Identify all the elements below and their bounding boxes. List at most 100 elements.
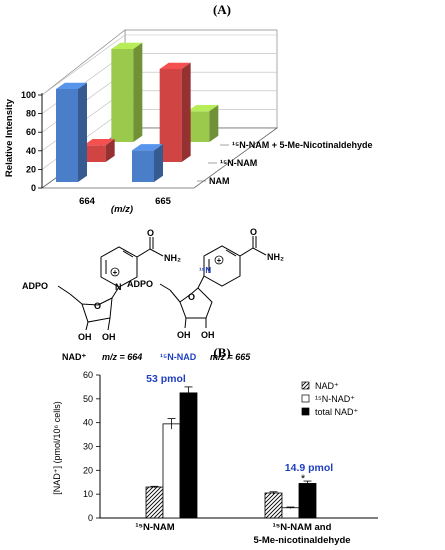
chart-a-bar (159, 62, 191, 163)
struct-right-name: ¹⁵N-NAD (160, 352, 197, 362)
struct-right-plus: + (217, 256, 222, 265)
chart-a-series-label: NAM (209, 176, 230, 186)
chart-b-xlabel-1: ¹⁵N-NAM (135, 522, 174, 533)
legend-swatch-15n-nad (301, 394, 310, 403)
chart-a-bar-front (83, 145, 106, 162)
struct-right-oh1: OH (177, 330, 191, 340)
chart-a-ytick-label: 100 (21, 90, 36, 100)
struct-left-nh2: NH₂ (164, 253, 181, 263)
struct-right-o: O (250, 227, 257, 237)
chart-a-ylabel: Relative Intensity (4, 98, 15, 177)
chart-b-ytick-label: 50 (83, 394, 93, 404)
chart-b-xlabel-2b: 5-Me-nicotinaldehyde (253, 535, 350, 546)
chart-b-ytick-label: 20 (83, 465, 93, 475)
chart-b-bar (179, 392, 198, 519)
chart-b: 0 10 20 30 40 50 60 [NAD⁺] (pmol/10⁶ cells) 53… (52, 370, 378, 546)
chart-a-bar (111, 42, 143, 143)
chart-b-y-ticks: 0 10 20 30 40 50 60 (83, 370, 100, 523)
struct-left-name: NAD⁺ (62, 352, 86, 362)
pyridinium-ring (100, 246, 138, 288)
struct-right-adpo: ADPO (127, 279, 153, 289)
ribose-ring (81, 297, 113, 323)
chart-a-ytick-label: 80 (26, 109, 36, 119)
chart-b-bar (298, 483, 317, 519)
chart-b-bars (145, 392, 317, 519)
chart-a-bar (56, 82, 87, 182)
chart-a-bar-side (181, 62, 191, 163)
legend-label-15n-nad: ¹⁵N-NAD⁺ (315, 394, 355, 404)
struct-left-adpo: ADPO (22, 281, 48, 291)
chart-b-annotation-2: 14.9 pmol (285, 462, 334, 474)
chart-a-ytick-label: 60 (26, 127, 36, 137)
struct-left-ring-o: O (94, 301, 101, 311)
panel-b-label: (B) (213, 345, 230, 360)
positive-charge-icon-15n (214, 255, 224, 265)
chart-a-bar-top (111, 42, 143, 49)
struct-left-plus: + (113, 268, 118, 277)
struct-right-oh2: OH (201, 330, 215, 340)
chart-a-bars (56, 42, 219, 182)
chart-a-bar-top (56, 82, 87, 89)
struct-right-mz: m/z = 665 (210, 352, 251, 362)
ribose-ring-15n (179, 287, 213, 319)
chart-a-bar-front (111, 49, 134, 142)
struct-right-n15: ¹⁵N (199, 266, 211, 275)
chart-a-depth-labels: NAM ¹⁵N-NAM ¹⁵N-NAM + 5-Me-Nicotinaldehyde (197, 140, 373, 186)
chart-a-ytick-label: 40 (26, 146, 36, 156)
chart-b-error-bars (150, 386, 312, 509)
chart-b-bar (162, 423, 181, 519)
struct-left-o: O (147, 228, 154, 238)
legend-swatch-nad (301, 381, 310, 390)
struct-left-oh1: OH (78, 332, 92, 342)
positive-charge-icon (110, 267, 120, 277)
chart-a-bar-side (105, 138, 115, 162)
chart-a-bar (187, 105, 219, 142)
chart-a-series-label: ¹⁵N-NAM + 5-Me-Nicotinaldehyde (232, 140, 373, 150)
struct-left-mz: m/z = 664 (102, 352, 142, 362)
struct-right-nh2: NH₂ (267, 252, 284, 262)
chart-a-ytick-label: 0 (31, 183, 36, 193)
chart-a-bar-side (78, 82, 87, 182)
chart-a-bar-top (159, 62, 191, 69)
chart-b-ytick-label: 60 (83, 370, 93, 380)
chart-b-ytick-label: 30 (83, 442, 93, 452)
chart-a-xlabel: (m/z) (111, 204, 133, 215)
chart-b-xlabel-2a: ¹⁵N-NAM and (273, 522, 332, 533)
chart-b-bar (281, 507, 300, 519)
chart-a-bar-side (209, 105, 219, 142)
legend-swatch-total-nad (301, 407, 310, 416)
struct-left-oh2: OH (102, 332, 116, 342)
chart-a-series-label: ¹⁵N-NAM (220, 158, 257, 168)
chart-a-y-ticks: 0 20 40 60 80 100 (21, 90, 43, 193)
panel-a-label: (A) (213, 2, 231, 17)
chart-a-bar-top (83, 138, 115, 146)
struct-right-ring-o: O (188, 292, 195, 302)
chart-b-bar (145, 486, 164, 519)
chart-a-category-label: 665 (155, 196, 172, 207)
structure-nad (57, 237, 164, 331)
chart-a-bar-front (187, 111, 210, 142)
chart-b-bar (264, 492, 283, 519)
chart-a-bar-front (159, 69, 182, 162)
chart-a-bar (132, 144, 163, 182)
chart-b-significance-star: * (301, 473, 306, 485)
chart-b-ytick-label: 0 (88, 513, 93, 523)
chart-a-category-label: 664 (79, 196, 96, 207)
struct-left-nplus: N (115, 282, 122, 292)
chart-b-ytick-label: 10 (83, 489, 93, 499)
chart-a-bar-top (132, 144, 163, 151)
chart-a-bar-side (133, 42, 143, 143)
chart-a-bar-front (56, 89, 78, 182)
chart-b-legend: NAD⁺ ¹⁵N-NAD⁺ total NAD⁺ (301, 381, 359, 417)
chart-a-bar-side (154, 144, 163, 182)
legend-label-nad: NAD⁺ (315, 381, 339, 391)
chart-b-ytick-label: 40 (83, 418, 93, 428)
structure-15n-nad (159, 236, 267, 329)
chart-a: 0 20 40 60 80 100 664 665 NAM ¹⁵N-NAM ¹⁵N-NAM + … (4, 29, 373, 215)
chart-b-annotation-1: 53 pmol (146, 373, 186, 385)
chart-a-bar-top (187, 105, 219, 112)
chart-b-ylabel: [NAD⁺] (pmol/10⁶ cells) (52, 401, 62, 494)
chart-a-x-ticks: 664 665 (79, 196, 172, 207)
